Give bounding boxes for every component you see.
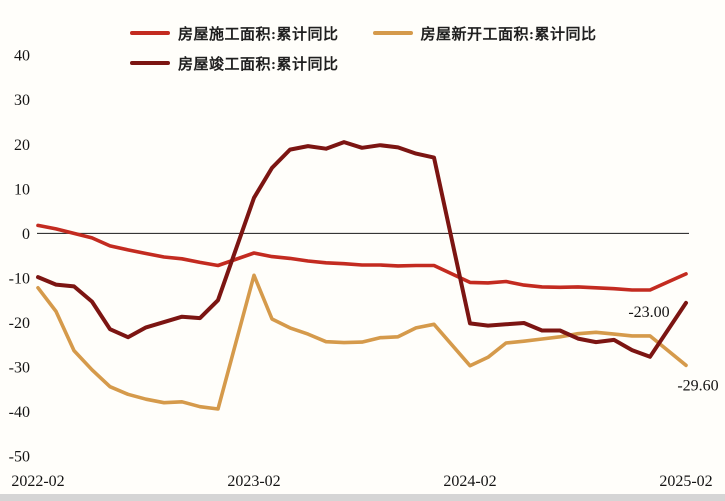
x-axis-tick-label: 2025-02 xyxy=(659,473,712,490)
y-axis-tick-label: 30 xyxy=(14,92,30,109)
legend-item-completed-area: 房屋竣工面积:累计同比 xyxy=(130,53,339,74)
y-axis-tick-label: -50 xyxy=(9,449,30,466)
chart-legend: 房屋施工面积:累计同比 房屋新开工面积:累计同比 房屋竣工面积:累计同比 xyxy=(130,18,631,78)
legend-swatch-construction-area xyxy=(130,30,170,36)
legend-label-completed-area: 房屋竣工面积:累计同比 xyxy=(178,56,339,73)
y-axis-tick-label: 20 xyxy=(14,137,30,154)
series-line-2 xyxy=(36,140,688,359)
y-axis-tick-label: 40 xyxy=(14,48,30,65)
legend-label-construction-area: 房屋施工面积:累计同比 xyxy=(178,26,339,43)
legend-item-new-starts-area: 房屋新开工面积:累计同比 xyxy=(372,23,597,44)
x-axis-tick-label: 2024-02 xyxy=(443,473,496,490)
legend-label-new-starts-area: 房屋新开工面积:累计同比 xyxy=(420,26,597,43)
y-axis-tick-label: -30 xyxy=(9,360,30,377)
y-axis-tick-label: 0 xyxy=(22,226,30,243)
series-line-0 xyxy=(36,223,688,292)
legend-swatch-new-starts-area xyxy=(372,30,413,36)
legend-swatch-completed-area xyxy=(130,60,170,66)
bottom-border xyxy=(0,494,725,501)
legend-row-2: 房屋竣工面积:累计同比 xyxy=(130,48,631,78)
y-axis-tick-label: -10 xyxy=(9,270,30,287)
y-axis-tick-label: -20 xyxy=(9,315,30,332)
legend-item-construction-area: 房屋施工面积:累计同比 xyxy=(130,23,339,44)
legend-row-1: 房屋施工面积:累计同比 房屋新开工面积:累计同比 xyxy=(130,18,631,48)
data-point-label: -23.00 xyxy=(628,304,669,321)
x-axis-tick-label: 2023-02 xyxy=(227,473,280,490)
x-axis-tick-label: 2022-02 xyxy=(11,473,64,490)
y-axis-tick-label: -40 xyxy=(9,404,30,421)
y-axis-tick-label: 10 xyxy=(14,181,30,198)
data-point-label: -29.60 xyxy=(677,377,718,394)
